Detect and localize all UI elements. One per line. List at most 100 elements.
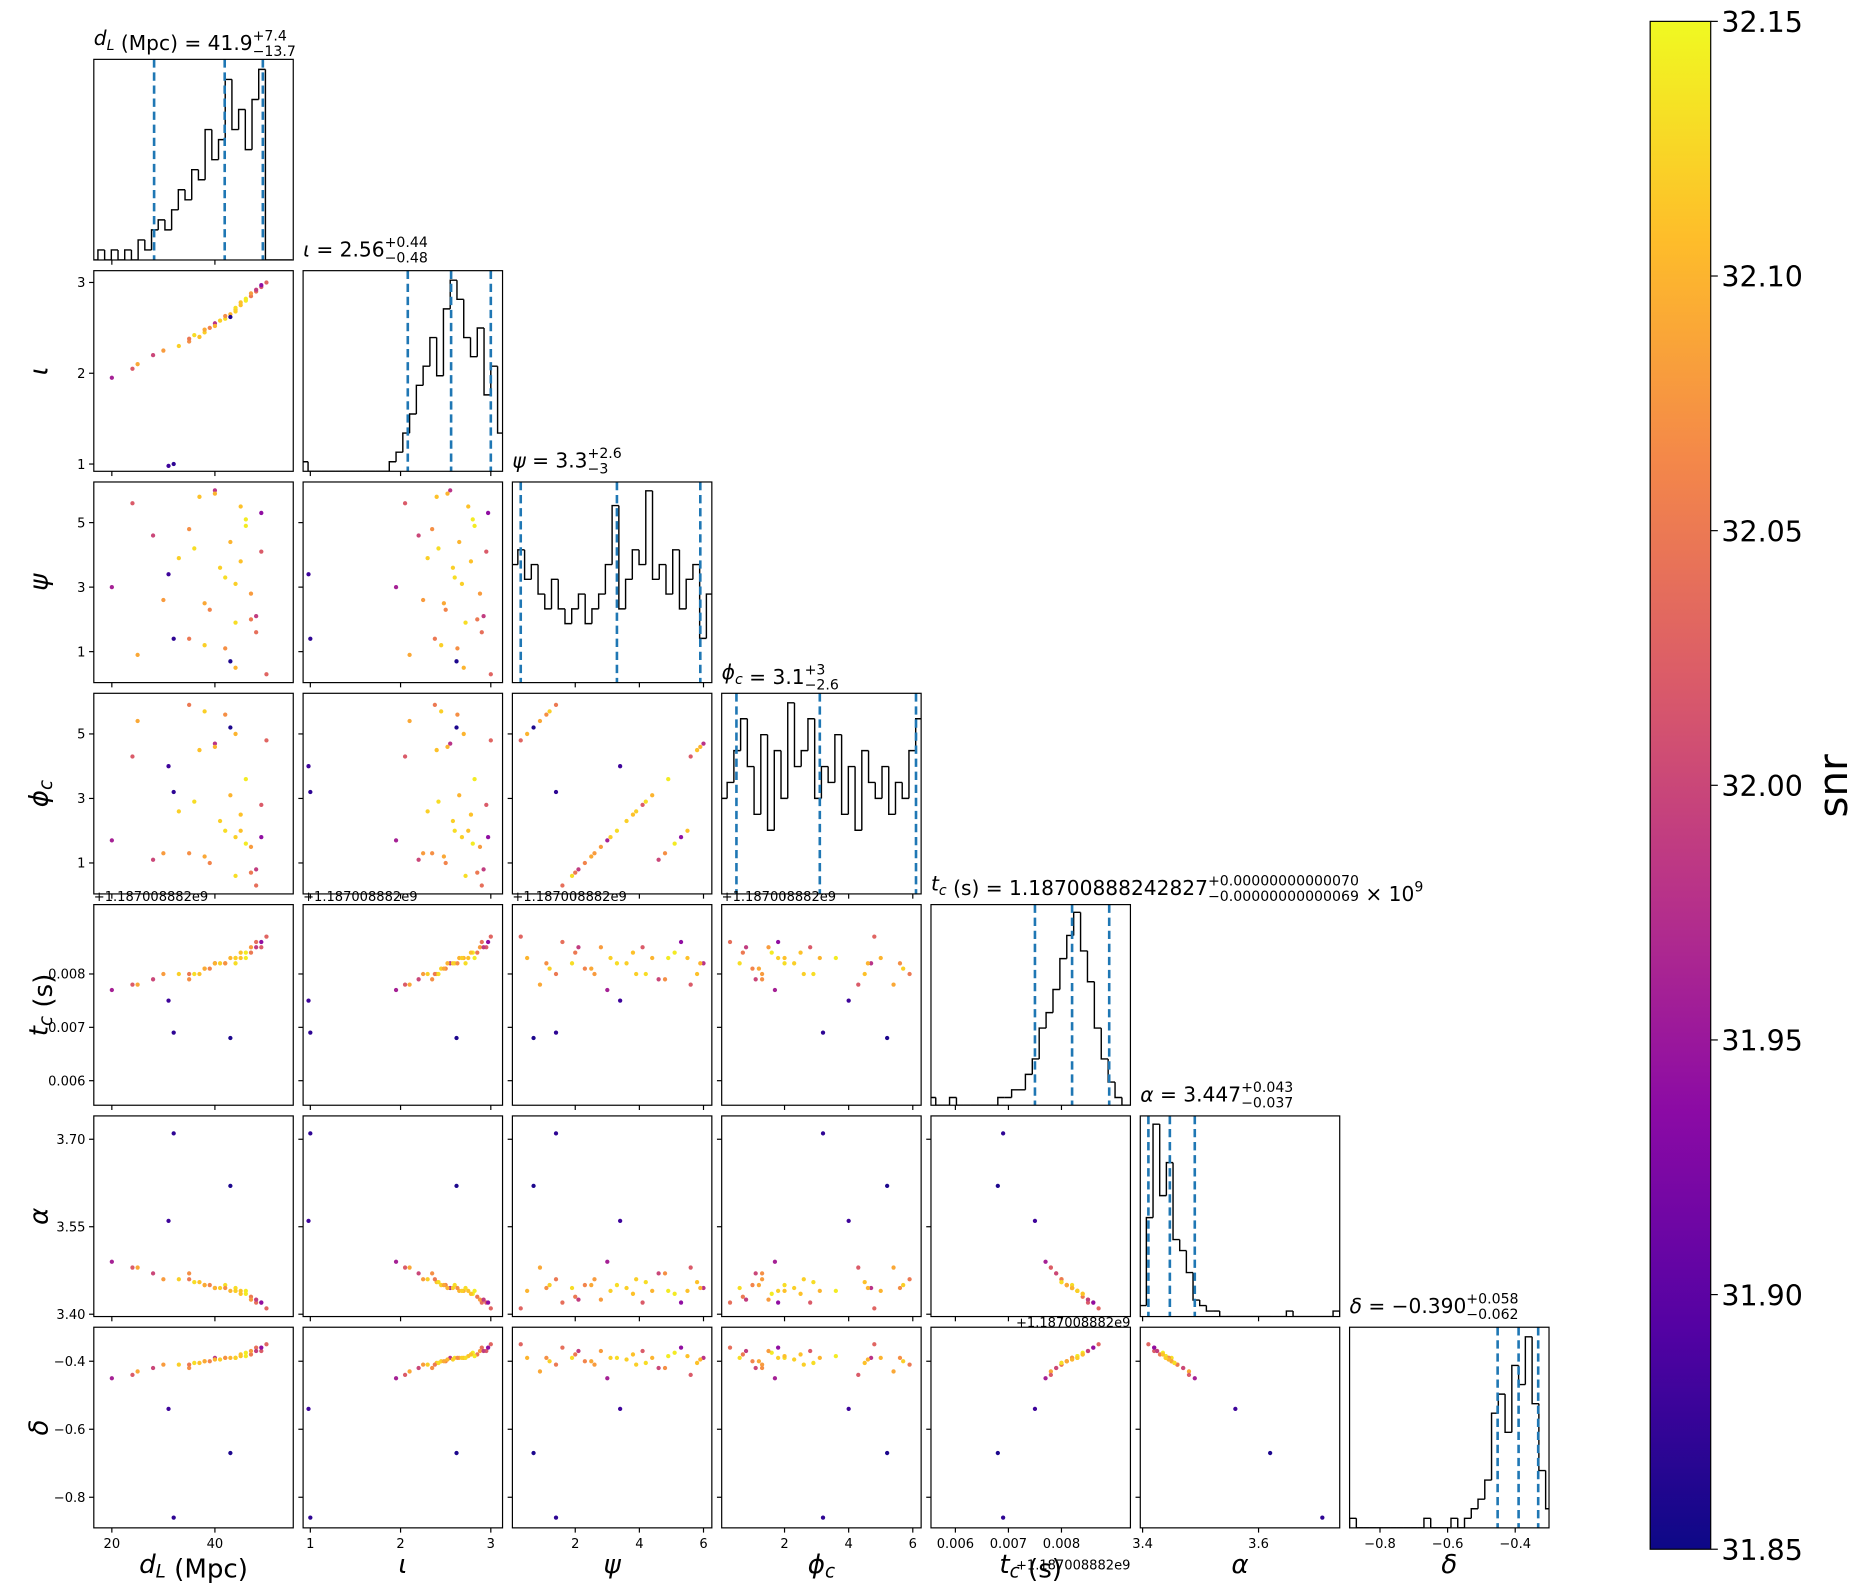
scatter-point: [166, 1218, 171, 1224]
scatter-point: [254, 939, 259, 945]
panel: [995, 1131, 1101, 1311]
scatter-point: [233, 581, 238, 587]
scatter-point: [187, 1271, 192, 1276]
scatter-point: [560, 1300, 565, 1305]
scatter-point: [197, 1360, 202, 1366]
scatter-point: [463, 961, 468, 966]
scatter-point: [598, 1297, 604, 1302]
panel-frame: [302, 1115, 504, 1318]
scatter-point: [420, 1277, 426, 1282]
scatter-point: [254, 883, 259, 888]
hist-bin: [1470, 1508, 1479, 1519]
scatter-point: [678, 939, 684, 945]
scatter-point: [753, 977, 758, 982]
hist-bin: [512, 563, 518, 566]
scatter-point: [598, 1348, 604, 1354]
scatter-point: [238, 559, 243, 564]
scatter-point: [192, 1280, 197, 1285]
hist-bin: [1172, 1162, 1180, 1241]
scatter-point: [678, 1300, 684, 1305]
scatter-point: [445, 1357, 450, 1362]
scatter-point: [176, 1362, 181, 1367]
scatter-point: [228, 955, 233, 961]
scatter-point: [576, 945, 581, 950]
scatter-point: [485, 1300, 491, 1305]
scatter-point: [212, 961, 218, 966]
scatter-point: [1186, 1369, 1192, 1374]
scatter-point: [569, 1285, 575, 1291]
scatter-point: [672, 1291, 677, 1296]
scatter-point: [605, 1259, 610, 1264]
scatter-point: [801, 1362, 806, 1367]
panel: [109, 1131, 269, 1311]
hist-bin: [645, 490, 653, 565]
scatter-point: [592, 851, 597, 856]
scatter-point: [901, 1282, 906, 1288]
panel: [930, 904, 1131, 1106]
scatter-point: [560, 1345, 565, 1350]
scatter-point: [624, 1357, 629, 1362]
scatter-point: [617, 998, 623, 1003]
scatter-point: [592, 971, 597, 977]
scatter-point: [701, 741, 706, 746]
scatter-point: [459, 581, 465, 587]
scatter-point: [472, 1288, 477, 1294]
hist-bin: [591, 608, 599, 624]
hist-bin: [204, 128, 212, 180]
scatter-point: [450, 961, 456, 966]
axis-label: ϕc: [25, 780, 58, 807]
panel-frame: [302, 1326, 504, 1529]
scatter-point: [454, 1035, 459, 1041]
scatter-point: [743, 1297, 749, 1302]
hist-bin: [1511, 1364, 1519, 1433]
scatter-point: [727, 1345, 733, 1350]
hist-bin: [766, 734, 775, 831]
scatter-point: [846, 1218, 851, 1224]
scatter-point: [694, 971, 700, 977]
scatter-point: [573, 950, 578, 955]
lead: t: [25, 1024, 55, 1036]
scatter-point: [743, 945, 749, 950]
scatter-point: [678, 1345, 684, 1350]
scatter-point: [1064, 1359, 1069, 1364]
scatter-point: [243, 776, 248, 782]
scatter-point: [150, 977, 156, 982]
scatter-point: [416, 1271, 421, 1276]
hist-bin: [930, 1096, 936, 1099]
scatter-point: [445, 744, 450, 749]
y-tick-label: −0.4: [54, 1355, 86, 1370]
text: = 3.447: [1154, 1083, 1241, 1107]
scatter-point: [238, 812, 243, 817]
scatter-point: [525, 1288, 530, 1294]
scatter-point: [243, 517, 248, 522]
scatter-point: [753, 1271, 758, 1276]
scatter-point: [772, 1376, 778, 1381]
panel: [727, 1342, 912, 1520]
scatter-point: [737, 1285, 742, 1291]
colorbar-tick-label: 32.15: [1721, 6, 1803, 39]
y-offset-label: +1.187008882e9: [512, 890, 626, 905]
scatter-point: [475, 1294, 480, 1299]
scatter-point: [308, 1515, 313, 1520]
scatter-point: [455, 961, 460, 966]
hist-bin: [1093, 981, 1102, 1029]
scatter-point: [187, 336, 192, 341]
scatter-point: [907, 971, 912, 977]
scatter-point: [865, 961, 871, 966]
hist-bin: [861, 749, 869, 831]
hist-bin: [658, 563, 666, 580]
panel-frame: [721, 1115, 922, 1318]
hist-bin: [117, 249, 125, 260]
scatter-point: [782, 1288, 787, 1294]
scatter-point: [485, 835, 491, 840]
lead: ϕ: [808, 1550, 825, 1580]
scatter-point: [656, 1365, 661, 1371]
panel-frame: [302, 481, 504, 684]
scatter-point: [1091, 1300, 1096, 1305]
scatter-point: [150, 1271, 156, 1276]
hist-bin: [638, 549, 646, 566]
panel: [109, 280, 269, 468]
scatter-point: [766, 945, 771, 950]
scatter-point: [233, 835, 238, 840]
scatter-point: [531, 1183, 536, 1189]
